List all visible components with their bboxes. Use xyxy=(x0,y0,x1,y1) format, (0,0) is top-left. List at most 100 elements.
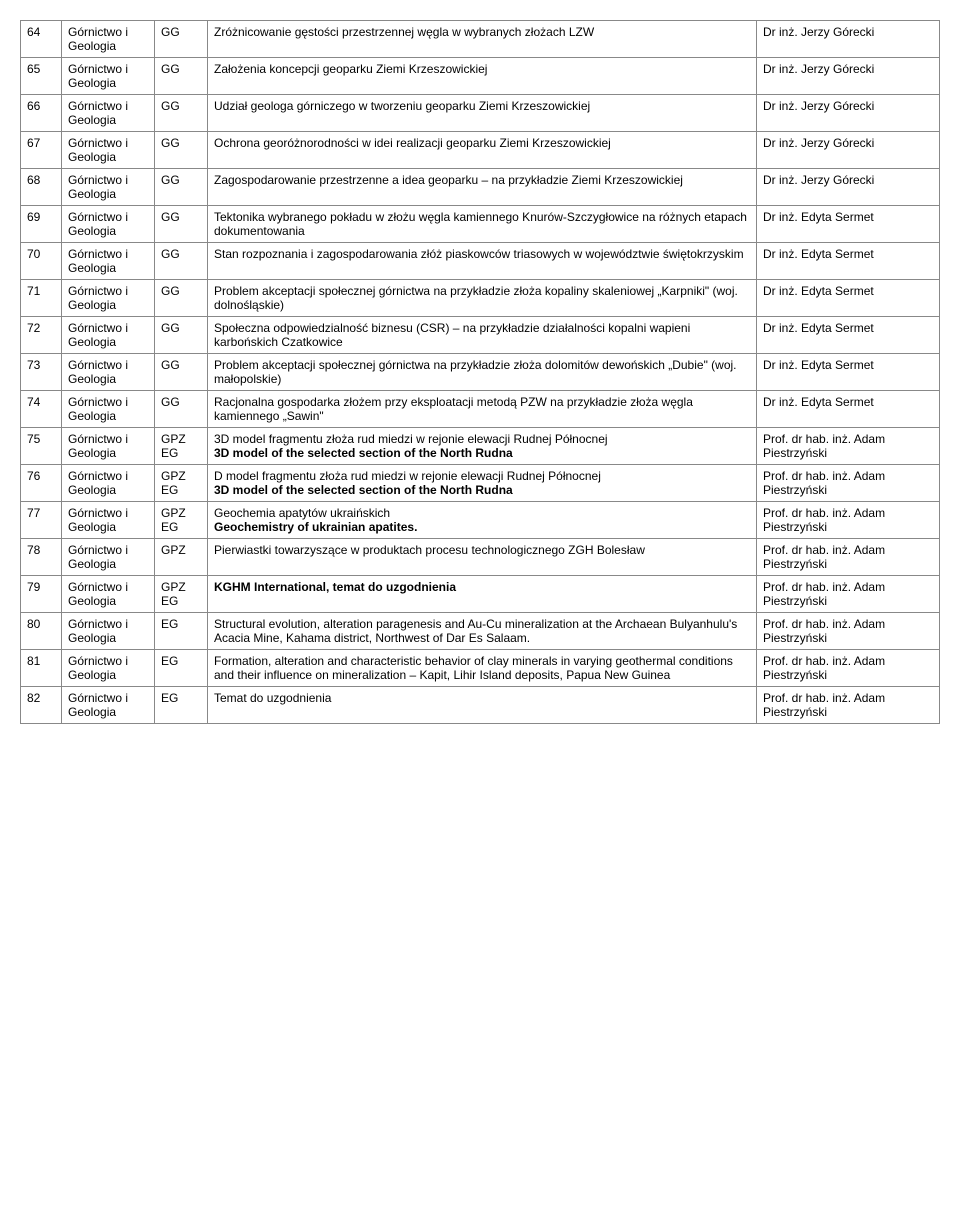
thesis-title: Społeczna odpowiedzialność biznesu (CSR)… xyxy=(208,317,757,354)
thesis-table: 64Górnictwo i GeologiaGGZróżnicowanie gę… xyxy=(20,20,940,724)
thesis-title: 3D model fragmentu złoża rud miedzi w re… xyxy=(208,428,757,465)
advisor: Dr inż. Edyta Sermet xyxy=(757,280,940,317)
thesis-title: Formation, alteration and characteristic… xyxy=(208,650,757,687)
department: Górnictwo i Geologia xyxy=(62,317,155,354)
table-row: 75Górnictwo i GeologiaGPZ EG3D model fra… xyxy=(21,428,940,465)
row-number: 82 xyxy=(21,687,62,724)
table-row: 68Górnictwo i GeologiaGGZagospodarowanie… xyxy=(21,169,940,206)
code: GG xyxy=(155,132,208,169)
row-number: 78 xyxy=(21,539,62,576)
thesis-title: KGHM International, temat do uzgodnienia xyxy=(208,576,757,613)
department: Górnictwo i Geologia xyxy=(62,502,155,539)
code: GPZ EG xyxy=(155,465,208,502)
advisor: Dr inż. Jerzy Górecki xyxy=(757,58,940,95)
code: GG xyxy=(155,354,208,391)
table-row: 79Górnictwo i GeologiaGPZ EGKGHM Interna… xyxy=(21,576,940,613)
department: Górnictwo i Geologia xyxy=(62,169,155,206)
code: GPZ EG xyxy=(155,502,208,539)
code: GPZ EG xyxy=(155,428,208,465)
advisor: Dr inż. Jerzy Górecki xyxy=(757,21,940,58)
department: Górnictwo i Geologia xyxy=(62,280,155,317)
thesis-title: Tektonika wybranego pokładu w złożu węgl… xyxy=(208,206,757,243)
row-number: 65 xyxy=(21,58,62,95)
row-number: 79 xyxy=(21,576,62,613)
advisor: Dr inż. Edyta Sermet xyxy=(757,243,940,280)
department: Górnictwo i Geologia xyxy=(62,21,155,58)
code: EG xyxy=(155,687,208,724)
row-number: 74 xyxy=(21,391,62,428)
department: Górnictwo i Geologia xyxy=(62,391,155,428)
department: Górnictwo i Geologia xyxy=(62,428,155,465)
code: GPZ xyxy=(155,539,208,576)
department: Górnictwo i Geologia xyxy=(62,132,155,169)
row-number: 66 xyxy=(21,95,62,132)
table-row: 66Górnictwo i GeologiaGGUdział geologa g… xyxy=(21,95,940,132)
code: GG xyxy=(155,58,208,95)
thesis-title: Pierwiastki towarzyszące w produktach pr… xyxy=(208,539,757,576)
code: GG xyxy=(155,391,208,428)
advisor: Prof. dr hab. inż. Adam Piestrzyński xyxy=(757,613,940,650)
advisor: Dr inż. Edyta Sermet xyxy=(757,391,940,428)
code: GG xyxy=(155,206,208,243)
advisor: Dr inż. Jerzy Górecki xyxy=(757,132,940,169)
thesis-title: Zróżnicowanie gęstości przestrzennej węg… xyxy=(208,21,757,58)
table-row: 70Górnictwo i GeologiaGGStan rozpoznania… xyxy=(21,243,940,280)
row-number: 70 xyxy=(21,243,62,280)
table-row: 82Górnictwo i GeologiaEGTemat do uzgodni… xyxy=(21,687,940,724)
advisor: Prof. dr hab. inż. Adam Piestrzyński xyxy=(757,428,940,465)
table-row: 64Górnictwo i GeologiaGGZróżnicowanie gę… xyxy=(21,21,940,58)
advisor: Dr inż. Edyta Sermet xyxy=(757,354,940,391)
thesis-title: Zagospodarowanie przestrzenne a idea geo… xyxy=(208,169,757,206)
table-row: 81Górnictwo i GeologiaEGFormation, alter… xyxy=(21,650,940,687)
table-row: 69Górnictwo i GeologiaGGTektonika wybran… xyxy=(21,206,940,243)
advisor: Prof. dr hab. inż. Adam Piestrzyński xyxy=(757,539,940,576)
thesis-title: Ochrona georóżnorodności w idei realizac… xyxy=(208,132,757,169)
table-row: 71Górnictwo i GeologiaGGProblem akceptac… xyxy=(21,280,940,317)
row-number: 75 xyxy=(21,428,62,465)
table-row: 74Górnictwo i GeologiaGGRacjonalna gospo… xyxy=(21,391,940,428)
code: GG xyxy=(155,317,208,354)
table-row: 65Górnictwo i GeologiaGGZałożenia koncep… xyxy=(21,58,940,95)
department: Górnictwo i Geologia xyxy=(62,206,155,243)
thesis-title: Geochemia apatytów ukraińskichGeochemist… xyxy=(208,502,757,539)
thesis-title: Racjonalna gospodarka złożem przy eksplo… xyxy=(208,391,757,428)
row-number: 69 xyxy=(21,206,62,243)
department: Górnictwo i Geologia xyxy=(62,687,155,724)
thesis-title: Temat do uzgodnienia xyxy=(208,687,757,724)
table-row: 80Górnictwo i GeologiaEGStructural evolu… xyxy=(21,613,940,650)
row-number: 68 xyxy=(21,169,62,206)
table-row: 72Górnictwo i GeologiaGGSpołeczna odpowi… xyxy=(21,317,940,354)
thesis-title: Założenia koncepcji geoparku Ziemi Krzes… xyxy=(208,58,757,95)
row-number: 73 xyxy=(21,354,62,391)
advisor: Prof. dr hab. inż. Adam Piestrzyński xyxy=(757,687,940,724)
thesis-title: D model fragmentu złoża rud miedzi w rej… xyxy=(208,465,757,502)
row-number: 77 xyxy=(21,502,62,539)
department: Górnictwo i Geologia xyxy=(62,95,155,132)
advisor: Prof. dr hab. inż. Adam Piestrzyński xyxy=(757,465,940,502)
department: Górnictwo i Geologia xyxy=(62,243,155,280)
code: GG xyxy=(155,280,208,317)
advisor: Prof. dr hab. inż. Adam Piestrzyński xyxy=(757,502,940,539)
code: GG xyxy=(155,21,208,58)
row-number: 80 xyxy=(21,613,62,650)
code: GPZ EG xyxy=(155,576,208,613)
department: Górnictwo i Geologia xyxy=(62,539,155,576)
advisor: Prof. dr hab. inż. Adam Piestrzyński xyxy=(757,576,940,613)
row-number: 76 xyxy=(21,465,62,502)
row-number: 81 xyxy=(21,650,62,687)
department: Górnictwo i Geologia xyxy=(62,576,155,613)
row-number: 71 xyxy=(21,280,62,317)
department: Górnictwo i Geologia xyxy=(62,58,155,95)
thesis-title: Structural evolution, alteration paragen… xyxy=(208,613,757,650)
table-row: 78Górnictwo i GeologiaGPZPierwiastki tow… xyxy=(21,539,940,576)
code: EG xyxy=(155,613,208,650)
table-row: 67Górnictwo i GeologiaGGOchrona georóżno… xyxy=(21,132,940,169)
department: Górnictwo i Geologia xyxy=(62,354,155,391)
advisor: Dr inż. Jerzy Górecki xyxy=(757,169,940,206)
advisor: Dr inż. Edyta Sermet xyxy=(757,206,940,243)
thesis-title: Stan rozpoznania i zagospodarowania złóż… xyxy=(208,243,757,280)
row-number: 72 xyxy=(21,317,62,354)
thesis-title: Problem akceptacji społecznej górnictwa … xyxy=(208,280,757,317)
department: Górnictwo i Geologia xyxy=(62,465,155,502)
code: EG xyxy=(155,650,208,687)
